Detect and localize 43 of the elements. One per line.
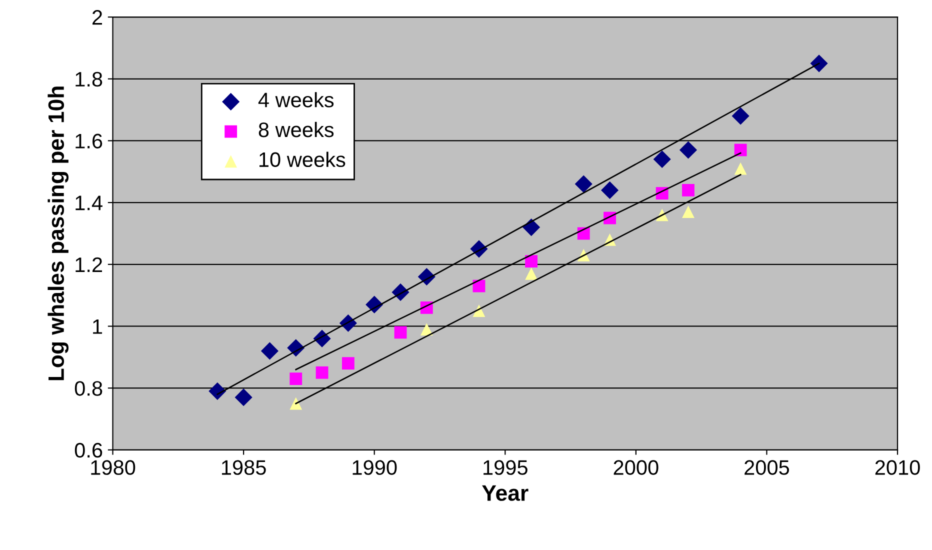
point (472, 304, 486, 317)
x-tick-label: 2000 (614, 460, 658, 475)
legend-label: 8 weeks (258, 122, 334, 138)
point (732, 107, 750, 125)
legend-label: 10 weeks (260, 152, 346, 168)
point (682, 184, 694, 196)
point (574, 175, 592, 193)
y-tick-label: 1.2 (76, 257, 102, 272)
point (234, 388, 252, 406)
x-tick-label: 1990 (352, 460, 397, 475)
point (734, 162, 747, 175)
point (810, 54, 828, 72)
y-tick-label: 2 (92, 10, 102, 25)
y-axis-title: Log whales passing per 10h (48, 86, 69, 380)
point (682, 206, 694, 218)
x-tick-label: 1980 (91, 460, 136, 475)
point (342, 357, 354, 370)
x-tick-label: 1995 (484, 460, 528, 475)
y-tick-label: 1.6 (76, 134, 102, 148)
y-tick-label: 0.6 (74, 442, 102, 458)
y-tick-label: 1 (93, 319, 102, 334)
point (208, 382, 226, 400)
x-tick-label: 2005 (744, 460, 790, 475)
point (734, 144, 747, 156)
y-tick-label: 1.4 (76, 196, 102, 210)
y-tick-label: 1.8 (76, 72, 102, 87)
point (525, 267, 538, 280)
point (600, 181, 619, 199)
point (522, 218, 540, 236)
y-tick-label: 0.8 (74, 381, 102, 396)
point (316, 366, 328, 379)
point (525, 255, 538, 268)
legend-label: 4 weeks (258, 92, 334, 108)
x-tick-label: 2010 (875, 460, 920, 475)
x-tick-label: 1985 (222, 460, 266, 475)
point (260, 342, 279, 360)
point (653, 150, 671, 168)
x-axis-title: Year (482, 485, 528, 501)
point (679, 141, 698, 159)
point (420, 323, 433, 336)
point (290, 397, 302, 410)
point (290, 372, 302, 385)
point (394, 326, 407, 339)
